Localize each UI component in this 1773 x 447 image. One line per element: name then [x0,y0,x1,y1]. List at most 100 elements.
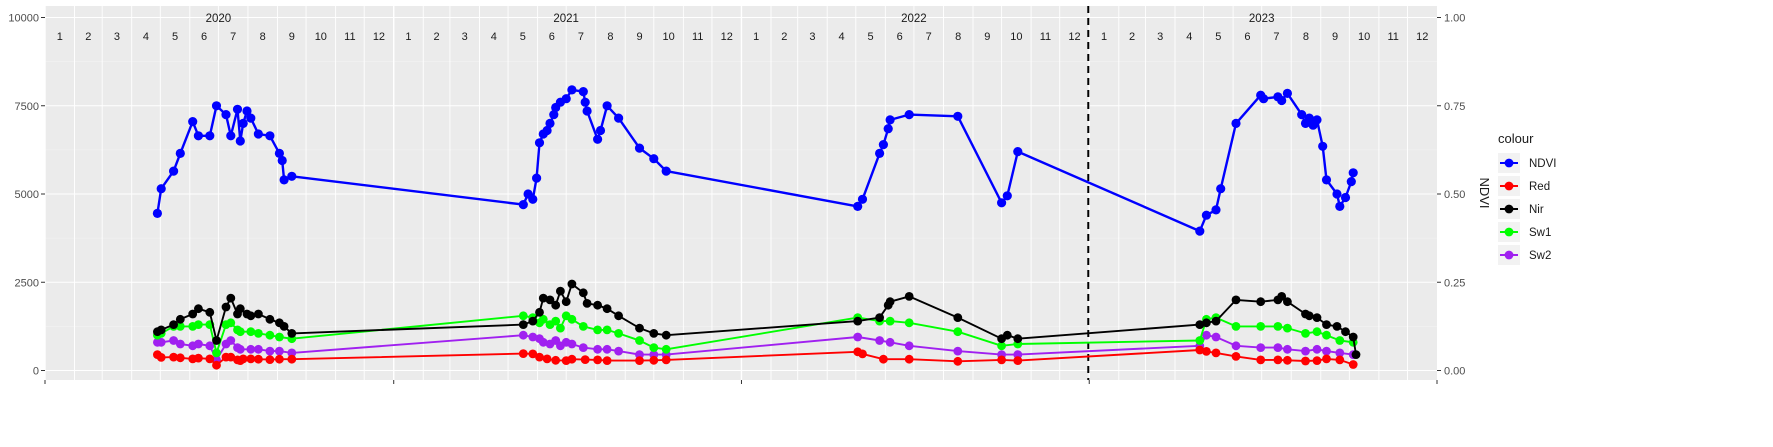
data-point-nir [188,309,198,319]
data-point-ndvi [211,101,222,111]
data-point-sw2 [254,344,263,354]
data-point-sw2 [205,341,215,351]
month-label: 11 [344,31,355,43]
month-label: 11 [1387,31,1398,43]
month-label: 10 [1358,31,1370,43]
data-point-ndvi [1348,168,1358,178]
series-nir [153,279,1361,359]
data-point-nir [1304,311,1314,321]
data-point-sw1 [1256,322,1266,331]
data-point-ndvi [265,131,275,141]
data-point-sw2 [593,344,602,354]
data-point-sw1 [226,318,236,328]
month-label: 1 [57,31,63,43]
year-label: 2023 [1249,13,1275,25]
data-point-red [1283,355,1292,365]
data-point-ndvi [542,125,552,136]
legend-label-sw1: Sw1 [1529,227,1551,239]
data-point-nir [545,295,555,305]
data-point-sw1 [1335,336,1345,345]
data-point-sw2 [1202,330,1211,340]
legend-key-point [1504,204,1514,214]
data-point-red [593,355,602,365]
data-point-red [1301,356,1310,366]
data-point-sw1 [194,320,203,329]
data-point-nir [1231,295,1241,305]
data-point-sw1 [593,325,602,335]
data-point-sw1 [661,344,671,354]
month-label: 3 [114,31,120,43]
data-point-nir [885,297,895,307]
data-point-sw1 [1195,336,1205,345]
month-label: 5 [1215,31,1221,43]
data-point-sw1 [578,322,588,331]
data-point-red [535,352,544,362]
data-point-ndvi [614,113,624,123]
data-point-ndvi [1282,88,1292,98]
data-point-sw2 [1283,344,1292,354]
data-point-sw2 [1273,343,1283,352]
data-point-red [580,355,590,364]
data-point-sw1 [1231,322,1241,331]
data-point-ndvi [545,118,555,128]
month-label: 6 [201,31,207,43]
data-point-red [1256,355,1266,365]
data-point-sw2 [175,339,185,349]
month-label: 4 [838,31,844,43]
month-label: 1 [405,31,411,43]
month-label: 2 [1129,31,1135,43]
data-point-sw2 [1322,346,1331,356]
data-point-nir [578,288,588,298]
data-point-ndvi [997,198,1007,208]
data-point-nir [265,314,275,324]
month-label: 8 [260,31,266,43]
y2-tick-label: 0.75 [1444,101,1465,113]
data-point-ndvi [277,155,287,166]
data-point-ndvi [857,194,868,204]
legend-label-ndvi: NDVI [1529,158,1556,170]
data-point-red [254,354,263,364]
data-point-nir [538,293,548,303]
month-label: 3 [462,31,468,43]
data-point-nir [175,314,185,324]
data-point-sw1 [246,327,256,337]
month-label: 9 [636,31,642,43]
data-point-ndvi [1216,184,1226,194]
data-point-nir [235,304,245,314]
month-label: 10 [662,31,674,43]
y-tick-label: 2500 [15,277,39,289]
month-label: 3 [809,31,815,43]
data-point-ndvi [1231,118,1241,128]
data-point-red [226,352,236,362]
data-point-ndvi [1259,94,1269,104]
data-point-nir [1277,292,1287,301]
y2-axis-title: NDVI [1477,177,1492,208]
data-point-nir [561,297,571,307]
data-point-ndvi [279,175,289,185]
data-point-ndvi [287,171,297,181]
data-point-red [602,356,612,365]
data-point-nir [953,313,963,322]
y2-tick-label: 1.00 [1444,13,1465,25]
month-label: 2 [85,31,91,43]
data-point-ndvi [878,140,889,150]
month-label: 2 [781,31,787,43]
data-point-sw2 [953,346,963,356]
data-point-ndvi [1277,95,1287,106]
data-point-red [212,360,221,370]
data-point-ndvi [1195,226,1205,236]
series-group [152,85,1361,370]
month-label: 10 [315,31,327,43]
data-point-ndvi [549,110,559,120]
data-point-ndvi [232,104,243,114]
data-point-nir [649,329,659,338]
series-ndvi [152,85,1358,236]
data-point-ndvi [274,148,284,158]
data-point-red [551,355,561,365]
month-label: 7 [578,31,584,43]
data-point-red [542,354,552,364]
data-point-red [265,355,275,364]
